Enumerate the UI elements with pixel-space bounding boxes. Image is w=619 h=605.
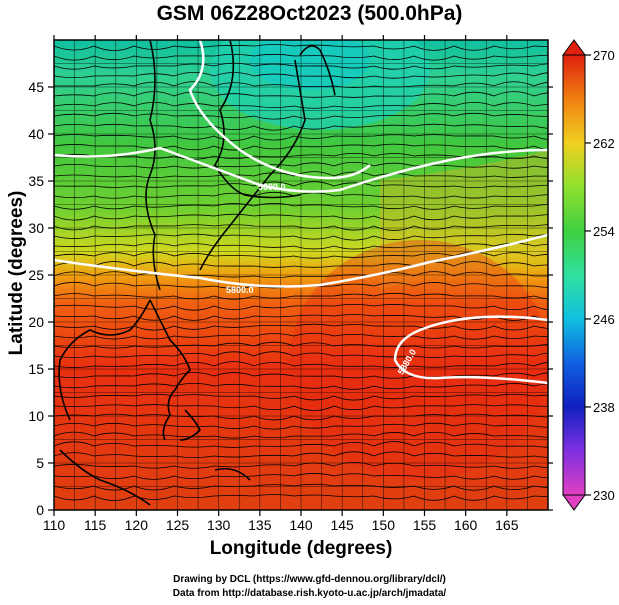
- x-tick-label: 135: [248, 517, 272, 533]
- y-tick-label: 30: [28, 220, 44, 236]
- y-tick-label: 40: [28, 126, 44, 142]
- x-tick-label: 140: [289, 517, 313, 533]
- contour-label: 5600.0: [258, 182, 286, 192]
- y-tick-label: 45: [28, 79, 44, 95]
- x-tick-label: 155: [413, 517, 437, 533]
- y-tick-label: 15: [28, 361, 44, 377]
- credit-data: Data from http://database.rish.kyoto-u.a…: [172, 588, 447, 599]
- grid-lines: [54, 40, 548, 510]
- colorbar-tick-label: 230: [593, 488, 615, 503]
- chart-title: GSM 06Z28Oct2023 (500.0hPa): [156, 2, 463, 25]
- colorbar-tick-label: 238: [593, 400, 615, 415]
- colorbar: 230 238 246 254 262 270: [562, 39, 615, 511]
- x-tick-label: 120: [125, 517, 149, 533]
- y-tick-label: 25: [28, 267, 44, 283]
- x-tick-label: 150: [372, 517, 396, 533]
- y-tick-label: 0: [36, 502, 44, 518]
- x-tick-label: 115: [84, 517, 107, 533]
- colorbar-gradient: [562, 54, 586, 496]
- credit-drawing: Drawing by DCL (https://www.gfd-dennou.o…: [173, 574, 446, 585]
- y-axis-label: Latitude (degrees): [6, 190, 27, 356]
- coastlines: [58, 40, 336, 506]
- x-tick-label: 125: [166, 517, 190, 533]
- y-tick-label: 10: [28, 408, 44, 424]
- x-axis: 110 115 120 125 130 135 140 145 150 155 160 165: [43, 35, 519, 533]
- colorbar-tick-label: 262: [593, 136, 615, 151]
- x-tick-label: 165: [495, 517, 519, 533]
- x-tick-label: 145: [330, 517, 354, 533]
- x-tick-label: 130: [207, 517, 231, 533]
- y-tick-label: 5: [36, 455, 44, 471]
- colorbar-bottom-arrow: [562, 494, 586, 511]
- colorbar-top-arrow: [562, 39, 586, 56]
- x-axis-label: Longitude (degrees): [209, 538, 393, 559]
- y-axis: 0 5 10 15 20 25 30 35 40 45: [28, 79, 553, 518]
- y-tick-label: 20: [28, 314, 44, 330]
- contour-label: 5800.0: [226, 285, 254, 295]
- colorbar-tick-label: 254: [593, 224, 615, 239]
- x-tick-label: 110: [43, 517, 66, 533]
- colorbar-tick-label: 246: [593, 312, 615, 327]
- y-tick-label: 35: [28, 173, 44, 189]
- x-tick-label: 160: [454, 517, 478, 533]
- geopotential-contours: [54, 40, 548, 385]
- colorbar-tick-label: 270: [593, 48, 615, 63]
